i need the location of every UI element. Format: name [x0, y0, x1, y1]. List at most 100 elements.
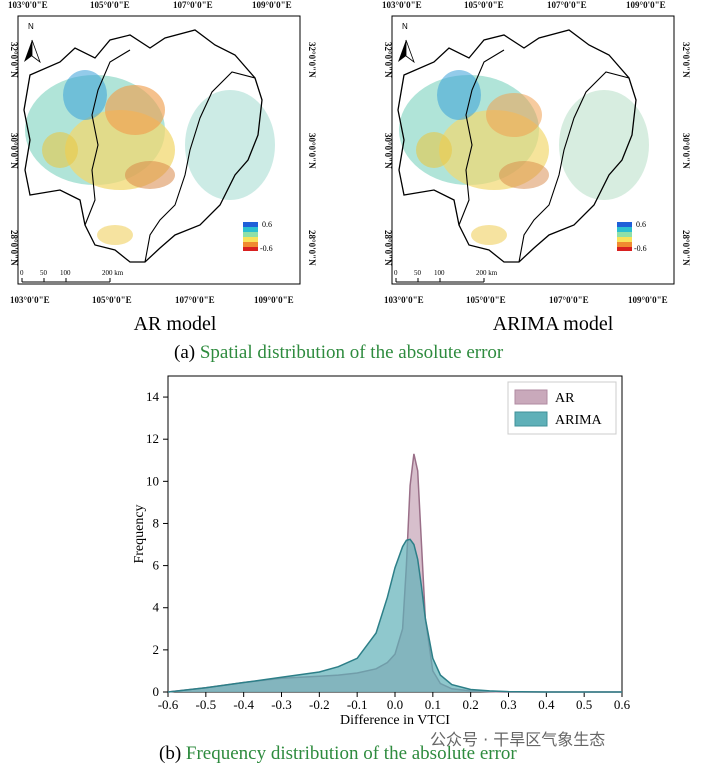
top-tick-2: 105°0'0"E [464, 0, 504, 10]
top-tick-3: 107°0'0"E [173, 0, 213, 10]
y-axis: 0 2 4 6 8 10 12 14 [146, 389, 168, 699]
top-tick-1: 103°0'0"E [8, 0, 48, 10]
scale-label-200: 200 km [102, 269, 124, 277]
x-tick-label: 0.6 [614, 697, 631, 712]
bottom-tick-4: 109°0'0"E [628, 295, 668, 305]
caption-a-text: Spatial distribution of the absolute err… [199, 342, 504, 363]
province-boundary-west [84, 49, 131, 226]
bottom-tick-1: 103°0'0"E [384, 295, 424, 305]
legend-label-arima: ARIMA [555, 413, 603, 428]
legend-min: -0.6 [260, 244, 273, 253]
map-title-arima: ARIMA model [492, 313, 614, 335]
bottom-tick-2: 105°0'0"E [92, 295, 132, 305]
right-tick-1: 32°0'0"N [681, 42, 691, 78]
scale-label-50: 50 [40, 269, 48, 277]
color-legend: 0.6 -0.6 [243, 220, 273, 253]
top-tick-4: 109°0'0"E [252, 0, 292, 10]
map-panel-arima: 103°0'0"E 105°0'0"E 107°0'0"E 109°0'0"E … [374, 0, 694, 310]
scale-label-100: 100 [434, 269, 445, 277]
series-area-arima [168, 539, 622, 692]
bottom-tick-3: 107°0'0"E [175, 295, 215, 305]
y-tick-label: 6 [153, 558, 160, 573]
x-tick-label: 0.3 [500, 697, 516, 712]
region-outline [397, 29, 637, 263]
caption-b: (b) Frequency distribution of the absolu… [159, 743, 517, 765]
y-tick-label: 4 [153, 600, 160, 615]
top-tick-2: 105°0'0"E [90, 0, 130, 10]
y-tick-label: 12 [146, 431, 159, 446]
legend-label-ar: AR [555, 391, 575, 406]
right-tick-3: 28°0'0"N [307, 230, 317, 266]
bottom-tick-4: 109°0'0"E [254, 295, 294, 305]
map-ar: 103°0'0"E 105°0'0"E 107°0'0"E 109°0'0"E … [8, 0, 317, 305]
y-tick-label: 8 [153, 515, 160, 530]
x-tick-label: 0.2 [463, 697, 479, 712]
legend-swatch-arima [514, 411, 548, 427]
x-axis-label: Difference in VTCI [340, 713, 450, 728]
x-tick-label: -0.1 [347, 697, 368, 712]
scale-label-100: 100 [60, 269, 71, 277]
region-data-pixels [399, 70, 649, 245]
x-tick-label: -0.2 [309, 697, 330, 712]
legend: AR ARIMA [507, 381, 617, 435]
region-outline [23, 29, 263, 263]
right-tick-1: 32°0'0"N [307, 42, 317, 78]
north-arrow-icon [398, 40, 406, 62]
left-tick-2: 30°0'0"N [383, 133, 393, 169]
caption-b-text: Frequency distribution of the absolute e… [185, 743, 517, 764]
scale-label-50: 50 [414, 269, 422, 277]
scale-label-0: 0 [394, 269, 398, 277]
north-label: N [402, 22, 408, 31]
right-tick-2: 30°0'0"N [307, 133, 317, 169]
left-tick-3: 28°0'0"N [9, 230, 19, 266]
legend-min: -0.6 [634, 244, 647, 253]
frequency-histogram: -0.6 -0.5 -0.4 -0.3 -0.2 -0.1 0.0 0.1 0.2 0.3 0.4 0… [132, 375, 631, 728]
x-tick-label: 0.5 [576, 697, 592, 712]
scale-label-0: 0 [20, 269, 24, 277]
province-boundary-east [144, 71, 256, 263]
y-tick-label: 10 [146, 473, 159, 488]
scale-bar: 0 50 100 200 km [20, 269, 124, 283]
north-arrow-icon-right [31, 39, 41, 64]
map-title-ar: AR model [133, 313, 217, 335]
left-tick-2: 30°0'0"N [9, 133, 19, 169]
top-tick-4: 109°0'0"E [626, 0, 666, 10]
legend-max: 0.6 [636, 220, 646, 229]
bottom-tick-2: 105°0'0"E [466, 295, 506, 305]
y-tick-label: 2 [153, 642, 160, 657]
top-tick-3: 107°0'0"E [547, 0, 587, 10]
left-tick-3: 28°0'0"N [383, 230, 393, 266]
watermark: 公众号 · 干旱区气象生态 [430, 730, 606, 749]
x-tick-label: 0.4 [538, 697, 555, 712]
x-tick-label: -0.3 [271, 697, 292, 712]
series-layer [167, 453, 622, 693]
color-legend: 0.6 -0.6 [617, 220, 647, 253]
north-label: N [28, 22, 34, 31]
bottom-tick-1: 103°0'0"E [10, 295, 50, 305]
x-tick-label: -0.6 [158, 697, 179, 712]
scale-bar: 0 50 100 200 km [394, 269, 498, 283]
x-tick-label: 0.1 [425, 697, 441, 712]
scale-label-200: 200 km [476, 269, 498, 277]
right-tick-3: 28°0'0"N [681, 230, 691, 266]
legend-max: 0.6 [262, 220, 272, 229]
left-tick-1: 32°0'0"N [9, 42, 19, 78]
caption-b-prefix: (b) [159, 743, 182, 764]
north-arrow-icon [24, 40, 32, 62]
top-tick-1: 103°0'0"E [382, 0, 422, 10]
right-tick-2: 30°0'0"N [681, 133, 691, 169]
bottom-tick-3: 107°0'0"E [549, 295, 589, 305]
caption-a: (a) Spatial distribution of the absolute… [174, 342, 503, 364]
left-tick-1: 32°0'0"N [383, 42, 393, 78]
x-tick-label: 0.0 [387, 697, 403, 712]
y-tick-label: 0 [153, 684, 160, 699]
y-tick-label: 14 [146, 389, 160, 404]
y-axis-label: Frequency [132, 504, 147, 563]
series-line-arima [167, 538, 622, 693]
region-data-pixels [25, 70, 275, 245]
x-axis: -0.6 -0.5 -0.4 -0.3 -0.2 -0.1 0.0 0.1 0.2 0.3 0.4 0… [158, 692, 631, 712]
x-tick-label: -0.4 [233, 697, 254, 712]
caption-a-prefix: (a) [174, 342, 196, 363]
legend-swatch-ar [514, 389, 548, 405]
north-arrow-icon-right [405, 39, 415, 64]
